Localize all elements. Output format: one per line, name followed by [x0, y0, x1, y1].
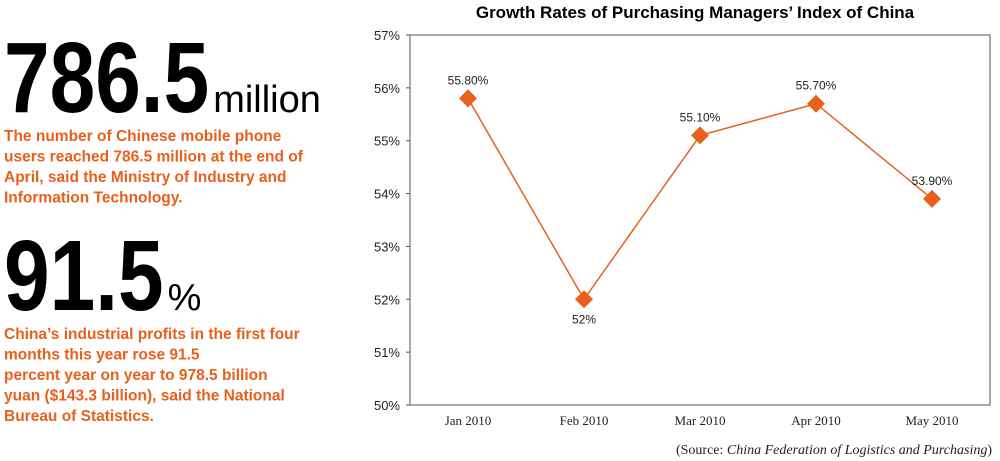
- data-label: 55.10%: [680, 110, 721, 124]
- number-unit: million: [213, 79, 321, 121]
- data-label: 52%: [572, 312, 596, 326]
- y-tick-label: 52%: [374, 292, 400, 307]
- source-suffix: ): [987, 443, 992, 458]
- description-line: Bureau of Statistics.: [4, 408, 154, 425]
- x-tick-label: Mar 2010: [675, 413, 726, 428]
- description-line: users reached 786.5 million at the end o…: [4, 149, 304, 166]
- data-point: [923, 189, 941, 208]
- number-unit: %: [168, 277, 202, 319]
- data-point: [807, 94, 825, 113]
- description-line: Information Technology.: [4, 190, 183, 207]
- source-prefix: (Source:: [676, 443, 727, 458]
- data-point: [459, 89, 477, 108]
- source-name: China Federation of Logistics and Purcha…: [727, 443, 987, 458]
- source: (Source: China Federation of Logistics a…: [676, 443, 992, 458]
- y-tick-label: 56%: [374, 81, 400, 96]
- big-number: 786.5: [4, 22, 209, 134]
- data-label: 53.90%: [912, 174, 953, 188]
- y-tick-label: 53%: [374, 239, 400, 254]
- big-number: 91.5: [4, 220, 164, 332]
- y-tick-label: 50%: [374, 398, 400, 413]
- x-tick-label: Apr 2010: [791, 413, 840, 428]
- y-tick-label: 57%: [374, 28, 400, 43]
- data-point: [691, 126, 709, 145]
- data-label: 55.70%: [796, 79, 837, 93]
- y-tick-label: 51%: [374, 345, 400, 360]
- y-tick-label: 54%: [374, 187, 400, 202]
- description-line: percent year on year to 978.5 billion: [4, 367, 268, 384]
- chart-title: Growth Rates of Purchasing Managers’ Ind…: [476, 3, 915, 22]
- description-line: yuan ($143.3 billion), said the National: [4, 388, 285, 405]
- x-tick-label: Jan 2010: [445, 413, 492, 428]
- description-line: April, said the Ministry of Industry and: [4, 169, 286, 186]
- x-tick-label: Feb 2010: [560, 413, 609, 428]
- description-line: China’s industrial profits in the first …: [4, 326, 300, 343]
- description-line: The number of Chinese mobile phone: [4, 128, 282, 145]
- plot-frame: [409, 34, 991, 406]
- data-label: 55.80%: [448, 73, 489, 87]
- description-line: months this year rose 91.5: [4, 347, 200, 364]
- y-tick-label: 55%: [374, 134, 400, 149]
- x-tick-label: May 2010: [905, 413, 958, 428]
- data-point: [575, 290, 593, 309]
